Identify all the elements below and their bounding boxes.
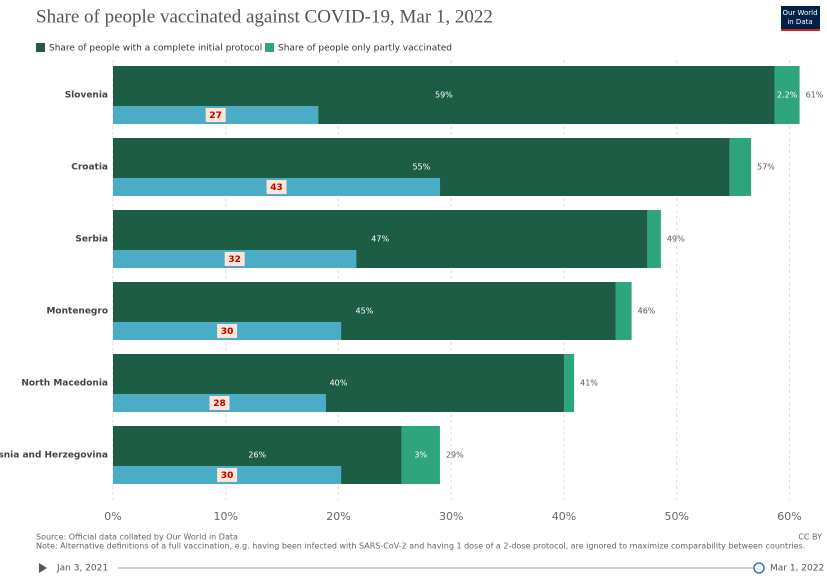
total-label: 29%: [446, 451, 464, 460]
total-label: 61%: [806, 91, 824, 100]
value-label: 2.2%: [777, 91, 798, 100]
legend-label: Share of people only partly vaccinated: [278, 44, 452, 54]
value-label: 26%: [248, 451, 266, 460]
logo-underline: [781, 29, 820, 31]
overlay-label: 27: [209, 111, 222, 121]
x-tick-label: 30%: [439, 510, 463, 523]
total-label: 57%: [757, 163, 775, 172]
legend-swatch: [36, 43, 45, 52]
logo: [781, 6, 820, 30]
overlay-label-bg: [224, 252, 245, 266]
overlay-label-bg: [205, 108, 226, 122]
category-label: Montenegro: [46, 307, 108, 317]
x-tick-label: 0%: [104, 510, 121, 523]
license: CC BY: [798, 533, 822, 542]
value-label: 45%: [356, 307, 374, 316]
note: Note: Alternative definitions of a full …: [36, 542, 805, 551]
overlay-label: 32: [228, 255, 241, 265]
legend-label: Share of people with a complete initial …: [49, 44, 262, 54]
overlay-label-bg: [209, 396, 230, 410]
x-tick-label: 50%: [664, 510, 688, 523]
legend-swatch: [265, 43, 274, 52]
x-tick-label: 20%: [326, 510, 350, 523]
category-label: Slovenia: [65, 91, 108, 101]
x-tick-label: 40%: [552, 510, 576, 523]
value-label: 47%: [371, 235, 389, 244]
x-tick-label: 10%: [214, 510, 238, 523]
logo-text: Our World: [782, 9, 817, 17]
overlay-label-bg: [266, 180, 287, 194]
overlay-label-bg: [217, 468, 238, 482]
timeline-end[interactable]: Mar 1, 2022: [770, 564, 824, 574]
value-label: 40%: [330, 379, 348, 388]
overlay-label: 30: [221, 471, 234, 481]
bar-segment: [729, 138, 752, 196]
total-label: 46%: [638, 307, 656, 316]
overlay-label: 43: [270, 183, 283, 193]
play-button[interactable]: [39, 563, 47, 573]
timeline-handle[interactable]: [753, 562, 765, 574]
value-label: 55%: [412, 163, 430, 172]
category-label: Serbia: [75, 235, 108, 245]
overlay-label-bg: [217, 324, 238, 338]
bar-segment: [647, 210, 661, 268]
overlay-label: 30: [221, 327, 234, 337]
bar-segment: [401, 426, 440, 484]
bar-segment: [615, 282, 632, 340]
value-label: 59%: [435, 91, 453, 100]
chart-title: Share of people vaccinated against COVID…: [36, 6, 493, 27]
value-label: 3%: [414, 451, 427, 460]
total-label: 49%: [667, 235, 685, 244]
timeline-start[interactable]: Jan 3, 2021: [56, 564, 108, 574]
x-tick-label: 60%: [777, 510, 801, 523]
category-label: North Macedonia: [21, 379, 108, 389]
bar-segment: [563, 354, 575, 412]
bar-segment: [774, 66, 800, 124]
source: Source: Official data collated by Our Wo…: [36, 533, 238, 542]
category-label: Croatia: [71, 163, 108, 173]
overlay-label: 28: [213, 399, 226, 409]
category-label: Bosnia and Herzegovina: [0, 451, 108, 461]
logo-text: in Data: [787, 18, 812, 26]
total-label: 41%: [580, 379, 598, 388]
